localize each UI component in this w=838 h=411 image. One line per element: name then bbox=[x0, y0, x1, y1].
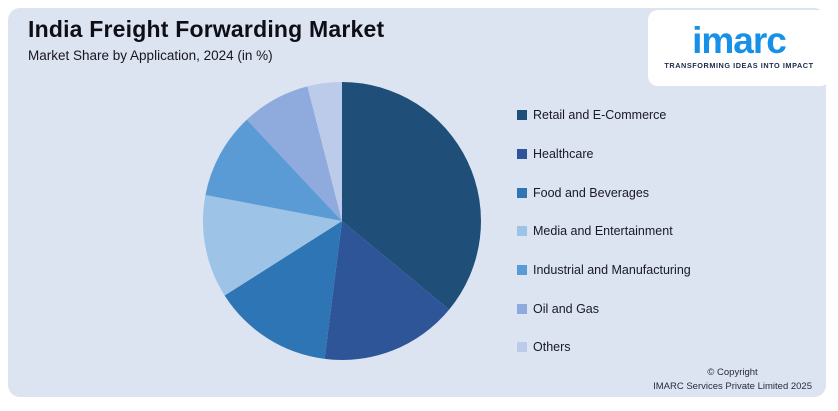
pie-slice-2 bbox=[224, 221, 342, 359]
legend-label: Industrial and Manufacturing bbox=[533, 263, 691, 278]
page-subtitle: Market Share by Application, 2024 (in %) bbox=[28, 48, 273, 63]
legend-swatch bbox=[517, 226, 527, 237]
pie-slice-5 bbox=[246, 86, 342, 222]
pie-slice-4 bbox=[205, 119, 342, 221]
pie-slice-3 bbox=[202, 194, 342, 296]
copyright-line1: © Copyright bbox=[707, 367, 758, 378]
legend-swatch bbox=[517, 265, 527, 276]
pie-chart-container bbox=[192, 71, 492, 371]
chart-legend: Retail and E-Commerce Healthcare Food an… bbox=[517, 96, 691, 367]
legend-item: Food and Beverages bbox=[517, 173, 691, 212]
legend-swatch bbox=[517, 303, 527, 314]
legend-swatch bbox=[517, 149, 527, 160]
legend-item: Retail and E-Commerce bbox=[517, 96, 691, 135]
legend-label: Others bbox=[533, 340, 571, 355]
copyright-line2: IMARC Services Private Limited 2025 bbox=[653, 380, 812, 392]
pie-slice-1 bbox=[324, 221, 450, 360]
page-title: India Freight Forwarding Market bbox=[28, 16, 385, 42]
legend-item: Oil and Gas bbox=[517, 289, 691, 328]
imarc-tagline: TRANSFORMING IDEAS INTO IMPACT bbox=[664, 61, 814, 70]
imarc-wordmark: imarc bbox=[692, 20, 787, 61]
legend-item: Media and Entertainment bbox=[517, 212, 691, 251]
legend-item: Industrial and Manufacturing bbox=[517, 251, 691, 290]
pie-slice-0 bbox=[342, 82, 481, 310]
legend-label: Media and Entertainment bbox=[533, 224, 673, 239]
legend-swatch bbox=[517, 110, 527, 121]
legend-swatch bbox=[517, 342, 527, 353]
copyright-notice: © Copyright IMARC Services Private Limit… bbox=[653, 366, 812, 393]
legend-label: Retail and E-Commerce bbox=[533, 108, 667, 123]
legend-label: Oil and Gas bbox=[533, 301, 600, 316]
legend-item: Others bbox=[517, 328, 691, 367]
legend-item: Healthcare bbox=[517, 135, 691, 174]
legend-label: Healthcare bbox=[533, 147, 594, 162]
imarc-logo: imarc TRANSFORMING IDEAS INTO IMPACT bbox=[648, 10, 830, 86]
legend-swatch bbox=[517, 187, 527, 198]
pie-chart bbox=[202, 82, 481, 360]
legend-label: Food and Beverages bbox=[533, 185, 650, 200]
pie-slice-6 bbox=[307, 82, 342, 221]
